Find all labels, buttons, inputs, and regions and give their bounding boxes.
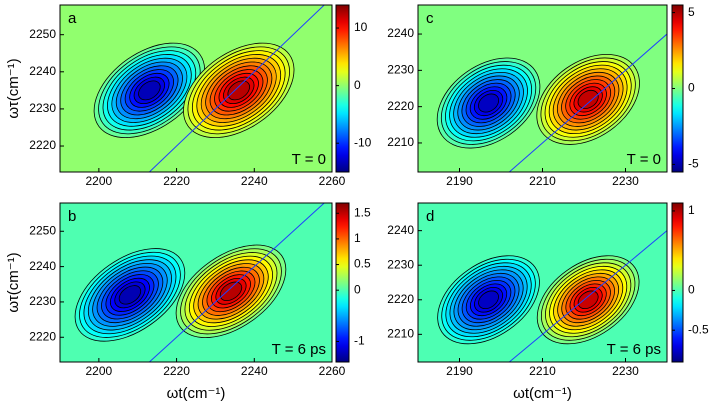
- colorbar-tick-label: -0.5: [688, 322, 709, 336]
- annotation: T = 0: [292, 151, 326, 168]
- x-tick-label: 2230: [612, 174, 639, 188]
- colorbar-tick-label: 0: [688, 283, 695, 297]
- y-tick-label: 2210: [387, 327, 414, 341]
- contour-level: [227, 80, 250, 101]
- y-tick-label: 2250: [29, 223, 56, 237]
- colorbar-tick-label: -1: [354, 334, 365, 348]
- plot-area: [418, 203, 667, 362]
- diagonal: [149, 5, 325, 172]
- colorbar-tick-label: 5: [688, 5, 695, 19]
- annotation: T = 6 ps: [272, 341, 326, 358]
- y-axis-label: ωτ(cm⁻¹): [5, 252, 22, 312]
- x-tick-label: 2220: [163, 364, 190, 378]
- contour-level: [138, 80, 161, 101]
- panel-label: c: [426, 10, 434, 27]
- contour-level: [118, 285, 142, 305]
- diagonal: [508, 230, 667, 362]
- y-tick-label: 2220: [387, 99, 414, 113]
- annotation: T = 0: [627, 151, 661, 168]
- y-tick-label: 2230: [29, 101, 56, 115]
- y-axis-label: ωτ(cm⁻¹): [5, 58, 22, 118]
- plot-area: [418, 5, 667, 172]
- x-tick-label: 2240: [241, 364, 268, 378]
- plot-frame: [59, 4, 333, 173]
- y-tick-label: 2230: [387, 257, 414, 271]
- colorbar: [335, 202, 350, 363]
- colorbar-tick-label: 0: [354, 282, 361, 296]
- colorbar: [671, 202, 684, 363]
- plot-frame: [59, 202, 333, 363]
- colorbar-tick-label: 1: [688, 203, 695, 217]
- colorbar-tick-label: 0: [354, 78, 361, 92]
- x-axis-label: ωt(cm⁻¹): [167, 385, 226, 402]
- y-tick-label: 2240: [29, 64, 56, 78]
- x-tick-label: 2220: [163, 174, 190, 188]
- x-tick-label: 2260: [319, 174, 346, 188]
- panel-label: d: [426, 208, 434, 225]
- y-tick-label: 2240: [387, 223, 414, 237]
- x-tick-label: 2210: [529, 174, 556, 188]
- x-axis-label: ωt(cm⁻¹): [513, 385, 572, 402]
- contour-level: [478, 93, 500, 113]
- colorbar: [335, 4, 350, 173]
- y-tick-label: 2240: [387, 26, 414, 40]
- colorbar-tick-label: 0.5: [354, 257, 371, 271]
- plot-area: [60, 203, 332, 362]
- y-tick-label: 2230: [29, 294, 56, 308]
- x-tick-label: 2190: [446, 364, 473, 378]
- x-tick-label: 2190: [446, 174, 473, 188]
- y-tick-label: 2220: [29, 329, 56, 343]
- y-tick-label: 2250: [29, 27, 56, 41]
- contour-level: [478, 290, 499, 310]
- y-tick-label: 2210: [387, 135, 414, 149]
- panel-label: b: [68, 208, 76, 225]
- y-tick-label: 2230: [387, 63, 414, 77]
- y-tick-label: 2220: [387, 292, 414, 306]
- y-tick-label: 2220: [29, 138, 56, 152]
- colorbar-tick-label: -5: [688, 157, 699, 171]
- colorbar-tick-label: 1.5: [354, 205, 371, 219]
- annotation: T = 6 ps: [607, 341, 661, 358]
- panel-label: a: [68, 10, 77, 27]
- colorbar-tick-label: 10: [354, 20, 368, 34]
- diagonal: [149, 203, 325, 362]
- y-tick-label: 2240: [29, 259, 56, 273]
- contour-level: [577, 290, 599, 310]
- diagonal: [508, 33, 667, 172]
- x-tick-label: 2200: [86, 364, 113, 378]
- contour-level: [219, 281, 243, 302]
- contour-level: [577, 89, 599, 109]
- x-tick-label: 2210: [529, 364, 556, 378]
- colorbar-tick-label: 1: [354, 231, 361, 245]
- x-tick-label: 2230: [612, 364, 639, 378]
- x-tick-label: 2260: [319, 364, 346, 378]
- x-tick-label: 2240: [241, 174, 268, 188]
- colorbar-tick-label: -10: [354, 135, 372, 149]
- x-tick-label: 2200: [86, 174, 113, 188]
- colorbar-tick-label: 0: [688, 81, 695, 95]
- plot-area: [60, 5, 332, 172]
